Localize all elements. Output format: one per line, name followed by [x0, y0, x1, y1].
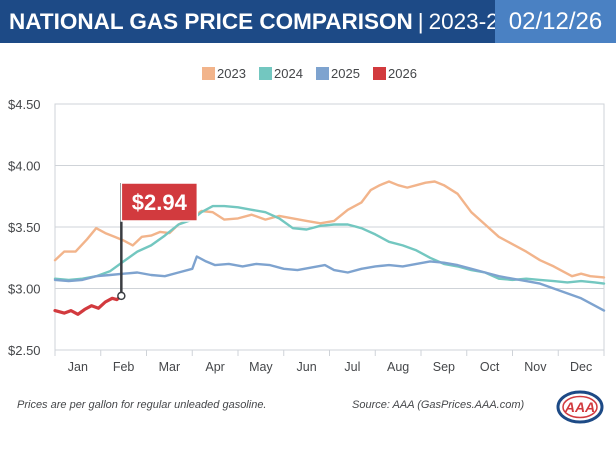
series-line-2025 — [53, 255, 606, 312]
line-chart: 2023 2024 2025 2026 $2.50 $3.00 $3.50 $4.00 $4.… — [8, 66, 606, 374]
legend-swatch — [316, 67, 329, 80]
legend-label: 2023 — [217, 66, 246, 81]
y-tick-label: $4.50 — [8, 97, 41, 112]
x-tick-label: May — [249, 360, 273, 374]
chart-title: NATIONAL GAS PRICE COMPARISON | 2023-2026 — [9, 7, 536, 37]
x-tick-label: Jul — [344, 360, 360, 374]
y-tick-label: $2.50 — [8, 343, 41, 358]
date-badge: 02/12/26 — [495, 0, 616, 43]
legend-swatch — [202, 67, 215, 80]
aaa-logo: AAA — [556, 390, 604, 424]
source-note: Source: AAA (GasPrices.AAA.com) — [352, 399, 525, 411]
gridlines — [55, 165, 604, 289]
x-tick-label: Nov — [524, 360, 547, 374]
x-tick-label: Jun — [297, 360, 317, 374]
y-tick-label: $4.00 — [8, 159, 41, 174]
y-axis-ticks: $2.50 $3.00 $3.50 $4.00 $4.50 — [8, 97, 41, 358]
y-tick-label: $3.00 — [8, 282, 41, 297]
callout-label: $2.94 — [132, 190, 188, 215]
x-tick-label: Feb — [113, 360, 135, 374]
series-line-2026 — [53, 294, 123, 316]
x-tick-label: Dec — [570, 360, 592, 374]
legend-label: 2024 — [274, 66, 303, 81]
logo-lettering: AAA — [564, 399, 595, 415]
legend-label: 2026 — [388, 66, 417, 81]
x-tick-label: Mar — [159, 360, 181, 374]
x-tick-label: Sep — [433, 360, 455, 374]
x-tick-label: Oct — [480, 360, 500, 374]
title-main: NATIONAL GAS PRICE COMPARISON — [9, 9, 413, 34]
footnote: Prices are per gallon for regular unlead… — [17, 399, 267, 411]
x-axis-ticks: Jan Feb Mar Apr May Jun Jul Aug Sep Oct Nov Dec — [54, 350, 605, 374]
y-tick-label: $3.50 — [8, 220, 41, 235]
x-tick-label: Apr — [205, 360, 224, 374]
legend-swatch — [373, 67, 386, 80]
legend-label: 2025 — [331, 66, 360, 81]
legend: 2023 2024 2025 2026 — [202, 66, 417, 81]
x-tick-label: Aug — [387, 360, 409, 374]
series-line-2023 — [53, 180, 606, 279]
callout-marker — [117, 291, 126, 301]
price-callout: $2.94 — [117, 182, 199, 301]
header-bar: NATIONAL GAS PRICE COMPARISON | 2023-2026 … — [0, 0, 616, 43]
x-tick-label: Jan — [68, 360, 88, 374]
callout-flag — [120, 182, 199, 222]
series-lines — [53, 180, 606, 316]
legend-swatch — [259, 67, 272, 80]
title-separator: | — [417, 9, 424, 34]
